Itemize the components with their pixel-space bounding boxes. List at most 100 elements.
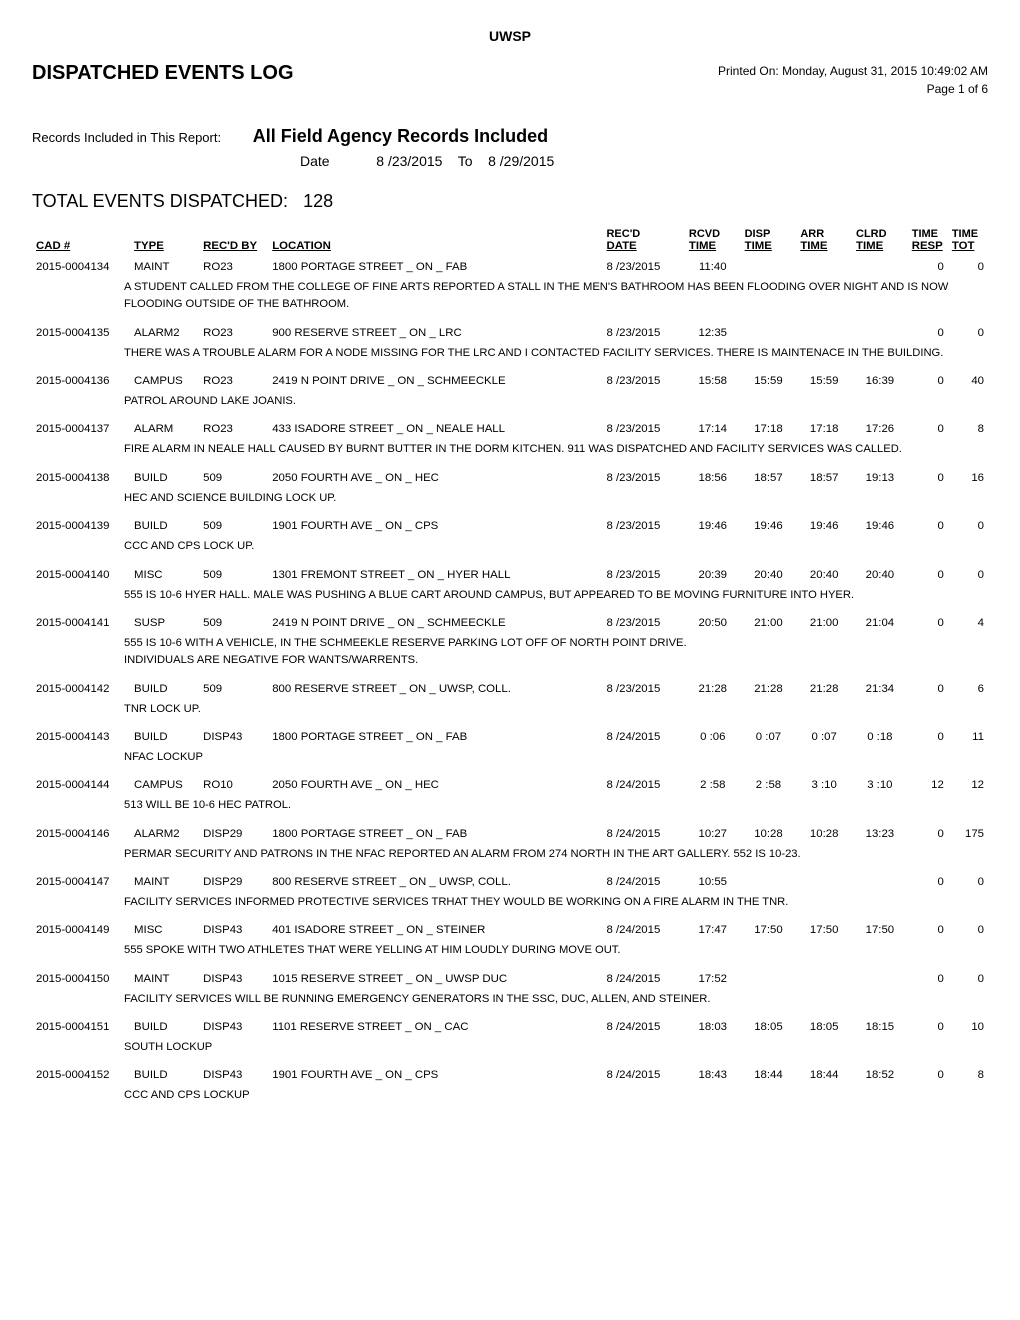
cell-disp	[741, 966, 797, 987]
cell-location: 1901 FOURTH AVE _ ON _ CPS	[268, 513, 602, 534]
cell-tot: 0	[948, 917, 988, 938]
cell-resp: 0	[908, 1062, 948, 1083]
table-row-desc: FACILITY SERVICES WILL BE RUNNING EMERGE…	[32, 987, 988, 1014]
cell-tot: 0	[948, 320, 988, 341]
cell-clrd: 13:23	[852, 821, 908, 842]
cell-resp: 0	[908, 610, 948, 631]
cell-tot: 0	[948, 966, 988, 987]
cell-desc: SOUTH LOCKUP	[32, 1035, 988, 1062]
cell-type: ALARM2	[130, 320, 199, 341]
table-row: 2015-0004152BUILDDISP431901 FOURTH AVE _…	[32, 1062, 988, 1083]
cell-resp: 0	[908, 513, 948, 534]
cell-cad: 2015-0004139	[32, 513, 130, 534]
cell-resp: 0	[908, 254, 948, 275]
col-location: LOCATION	[268, 226, 602, 254]
page-number: Page 1 of 6	[927, 82, 988, 96]
cell-cad: 2015-0004135	[32, 320, 130, 341]
cell-desc: 555 SPOKE WITH TWO ATHLETES THAT WERE YE…	[32, 938, 988, 965]
cell-date: 8 /24/2015	[602, 966, 684, 987]
col-tot-lbl: TOT	[952, 240, 975, 252]
col-arr-lbl: TIME	[800, 240, 827, 252]
cell-tot: 0	[948, 869, 988, 890]
col-arr-sup: ARR	[800, 228, 848, 240]
cell-recd_by: DISP29	[199, 869, 268, 890]
cell-clrd	[852, 254, 908, 275]
col-rcvd: RCVD TIME	[685, 226, 741, 254]
cell-disp: 19:46	[741, 513, 797, 534]
cell-recd_by: RO23	[199, 254, 268, 275]
cell-date: 8 /23/2015	[602, 610, 684, 631]
cell-disp: 18:57	[741, 465, 797, 486]
cell-cad: 2015-0004136	[32, 368, 130, 389]
col-resp-lbl: RESP	[912, 240, 943, 252]
table-row-desc: HEC AND SCIENCE BUILDING LOCK UP.	[32, 486, 988, 513]
cell-disp: 18:05	[741, 1014, 797, 1035]
col-date-sup: REC'D	[606, 228, 680, 240]
date-label: Date	[300, 153, 330, 169]
cell-disp: 21:28	[741, 676, 797, 697]
cell-type: ALARM2	[130, 821, 199, 842]
col-tot: TIME TOT	[948, 226, 988, 254]
cell-date: 8 /24/2015	[602, 724, 684, 745]
cell-desc: 555 IS 10-6 HYER HALL. MALE WAS PUSHING …	[32, 583, 988, 610]
records-value: All Field Agency Records Included	[253, 126, 548, 146]
cell-clrd	[852, 869, 908, 890]
cell-clrd: 17:50	[852, 917, 908, 938]
cell-clrd: 21:34	[852, 676, 908, 697]
cell-clrd: 17:26	[852, 416, 908, 437]
date-to-label: To	[458, 153, 473, 169]
cell-rcvd: 19:46	[685, 513, 741, 534]
col-resp: TIME RESP	[908, 226, 948, 254]
table-row-desc: TNR LOCK UP.	[32, 697, 988, 724]
cell-arr: 18:05	[796, 1014, 852, 1035]
col-date-lbl: DATE	[606, 240, 636, 252]
cell-type: BUILD	[130, 513, 199, 534]
cell-clrd: 19:13	[852, 465, 908, 486]
cell-disp	[741, 320, 797, 341]
table-row: 2015-0004149MISCDISP43401 ISADORE STREET…	[32, 917, 988, 938]
col-type: TYPE	[130, 226, 199, 254]
cell-tot: 0	[948, 254, 988, 275]
cell-desc: 513 WILL BE 10-6 HEC PATROL.	[32, 793, 988, 820]
cell-arr: 18:44	[796, 1062, 852, 1083]
cell-rcvd: 17:14	[685, 416, 741, 437]
printed-on: Monday, August 31, 2015 10:49:02 AM	[782, 64, 988, 78]
cell-clrd	[852, 966, 908, 987]
cell-desc: FIRE ALARM IN NEALE HALL CAUSED BY BURNT…	[32, 437, 988, 464]
col-resp-sup: TIME	[912, 228, 944, 240]
cell-arr: 17:50	[796, 917, 852, 938]
table-row: 2015-0004135ALARM2RO23900 RESERVE STREET…	[32, 320, 988, 341]
page-title: DISPATCHED EVENTS LOG	[32, 62, 294, 85]
table-row: 2015-0004138BUILD5092050 FOURTH AVE _ ON…	[32, 465, 988, 486]
table-row-desc: 555 SPOKE WITH TWO ATHLETES THAT WERE YE…	[32, 938, 988, 965]
cell-tot: 12	[948, 772, 988, 793]
totals-label: TOTAL EVENTS DISPATCHED:	[32, 191, 288, 211]
col-rcvd-sup: RCVD	[689, 228, 737, 240]
cell-tot: 40	[948, 368, 988, 389]
cell-recd_by: DISP43	[199, 1062, 268, 1083]
cell-type: MAINT	[130, 254, 199, 275]
cell-resp: 0	[908, 465, 948, 486]
cell-desc: NFAC LOCKUP	[32, 745, 988, 772]
date-to: 8 /29/2015	[488, 153, 554, 169]
table-row-desc: 555 IS 10-6 WITH A VEHICLE, IN THE SCHME…	[32, 631, 988, 676]
cell-resp: 0	[908, 416, 948, 437]
cell-desc: PERMAR SECURITY AND PATRONS IN THE NFAC …	[32, 842, 988, 869]
cell-recd_by: DISP43	[199, 917, 268, 938]
cell-location: 2050 FOURTH AVE _ ON _ HEC	[268, 465, 602, 486]
cell-date: 8 /24/2015	[602, 1062, 684, 1083]
table-row-desc: FACILITY SERVICES INFORMED PROTECTIVE SE…	[32, 890, 988, 917]
col-recd-by: REC'D BY	[199, 226, 268, 254]
cell-disp: 0 :07	[741, 724, 797, 745]
cell-arr	[796, 966, 852, 987]
table-row-desc: CCC AND CPS LOCK UP.	[32, 534, 988, 561]
cell-date: 8 /23/2015	[602, 368, 684, 389]
cell-arr: 21:28	[796, 676, 852, 697]
cell-rcvd: 15:58	[685, 368, 741, 389]
cell-resp: 0	[908, 966, 948, 987]
cell-date: 8 /24/2015	[602, 869, 684, 890]
cell-location: 1800 PORTAGE STREET _ ON _ FAB	[268, 724, 602, 745]
cell-location: 2050 FOURTH AVE _ ON _ HEC	[268, 772, 602, 793]
cell-cad: 2015-0004147	[32, 869, 130, 890]
cell-arr: 20:40	[796, 562, 852, 583]
